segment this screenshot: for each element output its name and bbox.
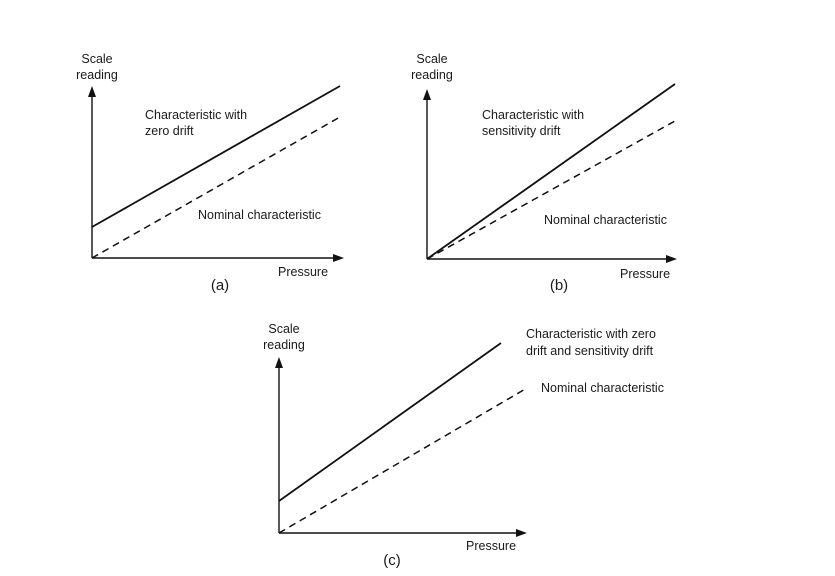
nominal-line-c	[278, 387, 528, 534]
x-axis-arrow-b	[666, 255, 677, 263]
sensitivity-drift-line-b	[426, 83, 676, 260]
y-axis-label-c-line2: reading	[263, 338, 305, 352]
drift-label-a-line1: Characteristic with	[145, 108, 247, 122]
caption-b: (b)	[550, 277, 568, 294]
x-axis-arrow-a	[333, 254, 344, 262]
nominal-label-b: Nominal characteristic	[544, 213, 667, 227]
panel-a: Scale reading Characteristic with zero d…	[76, 52, 344, 294]
x-axis-label-a: Pressure	[278, 265, 328, 279]
zero-drift-line-a	[91, 85, 341, 228]
nominal-line-a	[91, 116, 341, 259]
caption-c: (c)	[383, 552, 401, 569]
caption-a: (a)	[211, 277, 229, 294]
y-axis-label-a-line1: Scale	[81, 52, 112, 66]
drift-label-c-line1: Characteristic with zero	[526, 327, 656, 341]
x-axis-arrow-c	[516, 529, 527, 537]
drift-label-b-line2: sensitivity drift	[482, 124, 561, 138]
panel-b: Scale reading Characteristic with sensit…	[411, 52, 677, 294]
y-axis-arrow-c	[275, 357, 283, 368]
drift-label-c-line2: drift and sensitivity drift	[526, 344, 654, 358]
drift-label-b-line1: Characteristic with	[482, 108, 584, 122]
nominal-label-a: Nominal characteristic	[198, 208, 321, 222]
y-axis-label-a-line2: reading	[76, 68, 118, 82]
nominal-label-c: Nominal characteristic	[541, 381, 664, 395]
combined-drift-line-c	[278, 342, 502, 502]
y-axis-label-b-line2: reading	[411, 68, 453, 82]
y-axis-arrow-a	[88, 86, 96, 97]
y-axis-label-c-line1: Scale	[268, 322, 299, 336]
y-axis-label-b-line1: Scale	[416, 52, 447, 66]
drift-label-a-line2: zero drift	[145, 124, 194, 138]
y-axis-arrow-b	[423, 89, 431, 100]
nominal-line-b	[426, 120, 676, 260]
panel-c: Scale reading Characteristic with zero d…	[263, 322, 664, 569]
x-axis-label-c: Pressure	[466, 539, 516, 553]
x-axis-label-b: Pressure	[620, 267, 670, 281]
